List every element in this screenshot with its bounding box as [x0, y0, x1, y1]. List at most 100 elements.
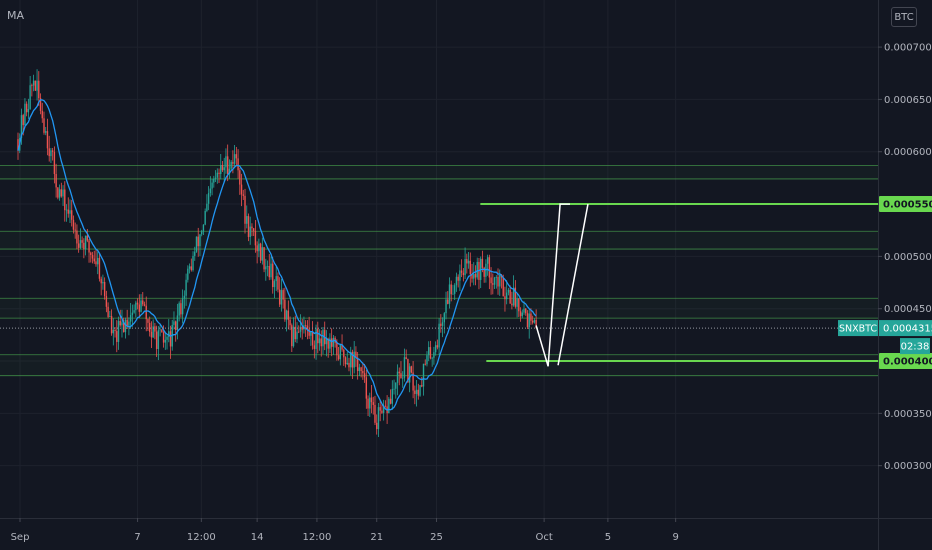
candle-body	[114, 329, 116, 332]
candle-body	[259, 243, 262, 261]
candle-body	[438, 323, 440, 348]
candle-body	[105, 295, 108, 307]
candle-body	[284, 299, 286, 320]
candle-body	[247, 216, 250, 237]
time-tick-label: Sep	[11, 532, 30, 543]
candle-body	[492, 283, 494, 285]
time-axis[interactable]: Sep 7 12:00 14 12:00 21 25 Oct 5 9	[0, 518, 932, 543]
candle-body	[48, 148, 50, 157]
candle-body	[287, 310, 290, 320]
candle-body	[346, 362, 348, 365]
candle-body	[211, 182, 213, 189]
candle-body	[443, 313, 445, 323]
candle-body	[505, 292, 508, 300]
candle-body	[164, 339, 166, 343]
candle-body	[216, 172, 218, 178]
currency-badge[interactable]: BTC	[891, 7, 917, 27]
candle-body	[356, 357, 359, 372]
candle-body	[407, 358, 409, 383]
candle-body	[22, 115, 24, 126]
candle-body	[481, 258, 484, 268]
candle-body	[381, 410, 383, 413]
candle-body	[81, 240, 83, 243]
candle-body	[93, 258, 95, 262]
candle-body	[486, 257, 489, 264]
candle-body	[140, 300, 142, 312]
candle-body	[95, 261, 97, 265]
candle-body	[341, 344, 343, 350]
candle-body	[233, 154, 236, 164]
candle-body	[24, 103, 26, 126]
candle-body	[43, 118, 45, 133]
candle-body	[39, 98, 42, 111]
candle-body	[497, 276, 499, 287]
candle-body	[457, 276, 459, 281]
candle-body	[83, 242, 85, 250]
candle-body	[343, 349, 345, 358]
candle-body	[499, 274, 501, 287]
candle-body	[62, 189, 64, 197]
candle-body	[350, 351, 352, 368]
candle-body	[187, 268, 189, 280]
candle-body	[384, 405, 387, 407]
candle-body	[117, 320, 120, 342]
candle-body	[207, 193, 210, 204]
candle-body	[149, 322, 151, 332]
candle-body	[370, 397, 373, 403]
candle-body	[107, 306, 109, 317]
candle-body	[379, 407, 381, 411]
candle-body	[393, 388, 395, 390]
current-price-tag	[879, 320, 932, 337]
projection-path	[535, 203, 570, 367]
candle-body	[60, 189, 63, 197]
candle-body	[389, 398, 392, 404]
candle-body	[332, 337, 335, 347]
candle-body	[299, 326, 302, 332]
candle-body	[353, 351, 355, 368]
candle-body	[230, 161, 232, 169]
candle-body	[453, 285, 456, 294]
candle-body	[374, 404, 376, 423]
candle-body	[206, 203, 208, 211]
indicator-label[interactable]: MA	[7, 9, 25, 22]
candle-body	[50, 150, 52, 157]
candle-body	[194, 251, 196, 256]
candle-body	[45, 131, 47, 133]
candle-body	[53, 151, 56, 174]
time-tick-label: 21	[370, 532, 383, 543]
projection-layer	[535, 203, 589, 367]
current-price-label: 0.0004315	[883, 324, 932, 335]
candle-body	[17, 139, 19, 151]
candle-body	[320, 338, 322, 347]
candle-body	[77, 243, 80, 248]
candle-body	[396, 371, 399, 383]
candle-body	[91, 255, 94, 259]
candle-body	[74, 229, 76, 231]
candle-body	[126, 319, 128, 326]
candle-body	[176, 315, 179, 331]
candle-body	[190, 266, 192, 271]
ma-layer	[17, 99, 537, 411]
time-tick-label: 5	[605, 532, 611, 543]
candle-body	[36, 80, 38, 91]
candle-body	[415, 389, 418, 394]
candle-body	[225, 156, 227, 168]
time-tick-label: 14	[251, 532, 264, 543]
time-tick-label: 12:00	[303, 532, 332, 543]
time-tick-label: Oct	[535, 532, 552, 543]
candle-body	[301, 326, 303, 330]
candle-body	[433, 352, 435, 358]
candle-body	[329, 338, 331, 349]
candle-body	[440, 323, 442, 326]
candle-body	[143, 304, 146, 306]
candle-body	[419, 385, 421, 396]
candle-body	[180, 303, 182, 315]
candle-body	[204, 210, 206, 225]
candle-body	[157, 330, 160, 349]
candle-body	[116, 331, 118, 342]
